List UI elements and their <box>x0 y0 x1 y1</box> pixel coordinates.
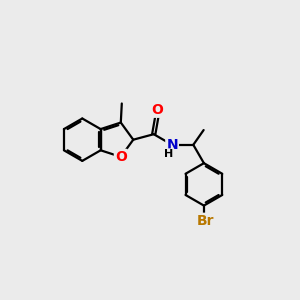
Text: H: H <box>164 149 173 159</box>
Text: N: N <box>166 138 178 152</box>
Text: O: O <box>115 150 127 164</box>
Text: O: O <box>152 103 164 117</box>
Text: Br: Br <box>196 214 214 228</box>
